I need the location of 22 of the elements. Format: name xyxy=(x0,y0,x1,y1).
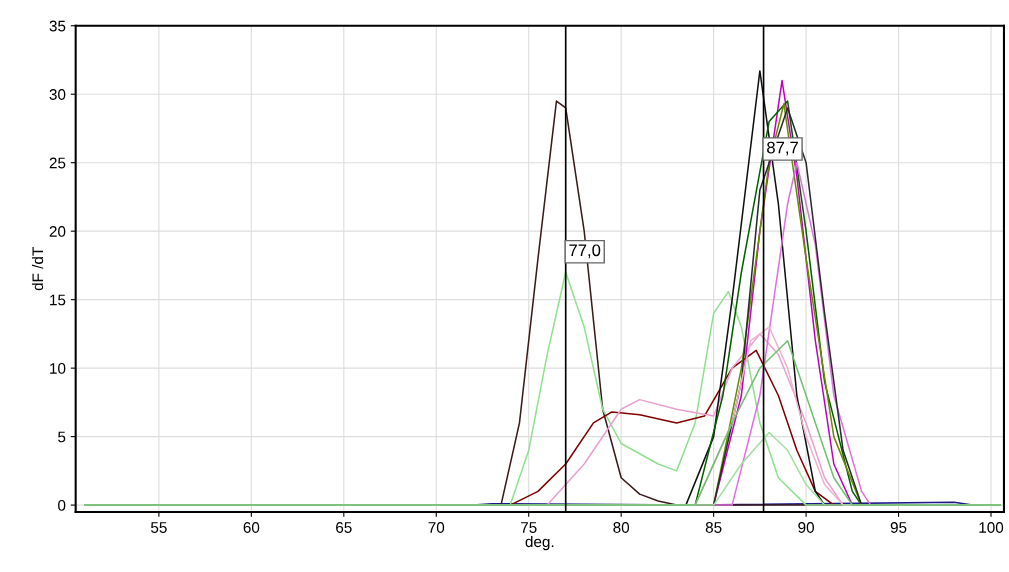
x-tick-label: 95 xyxy=(890,522,907,533)
y-axis-title: dF /dT xyxy=(31,247,44,291)
y-tick-label: 5 xyxy=(58,431,66,443)
y-tick-label: 25 xyxy=(49,157,66,169)
x-tick-label: 80 xyxy=(613,522,630,533)
x-tick-label: 70 xyxy=(428,522,445,533)
x-tick-label: 55 xyxy=(151,522,167,533)
y-tick-label: 30 xyxy=(49,89,66,100)
annotation: 87,7 xyxy=(767,141,798,156)
y-tick-label: 10 xyxy=(50,363,66,374)
x-tick-label: 85 xyxy=(705,522,722,533)
y-tick-label: 35 xyxy=(49,20,66,32)
x-tick-label: 65 xyxy=(336,522,352,533)
x-tick-label: 75 xyxy=(521,522,537,533)
y-tick-label: 0 xyxy=(58,499,66,511)
y-tick-label: 15 xyxy=(50,294,66,306)
x-tick-label: 90 xyxy=(798,522,814,533)
x-axis-title: deg. xyxy=(525,535,554,551)
x-tick-label: 100 xyxy=(979,522,1004,533)
y-tick-label: 20 xyxy=(49,226,66,237)
annotation: 77,0 xyxy=(569,244,601,259)
x-tick-label: 60 xyxy=(243,522,260,533)
